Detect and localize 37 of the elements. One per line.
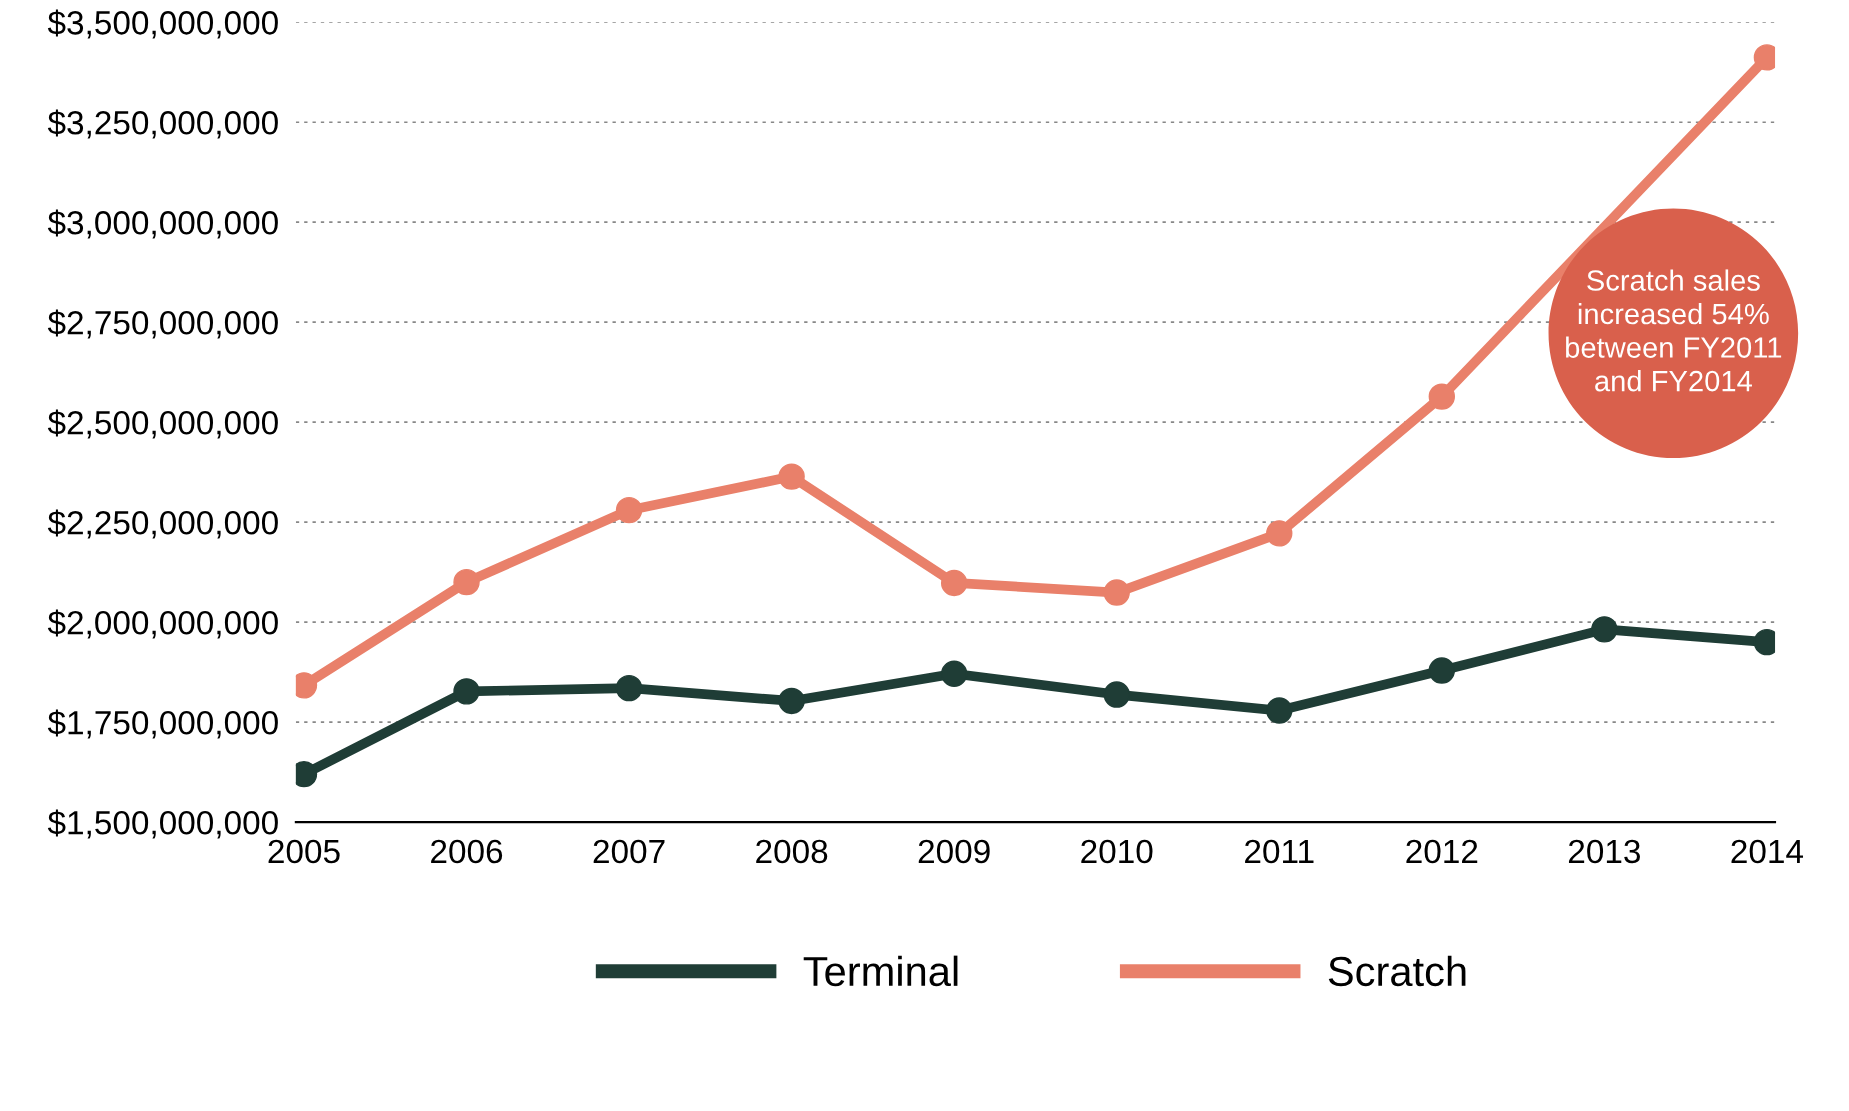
point bbox=[1428, 383, 1456, 410]
point bbox=[778, 687, 805, 715]
point bbox=[1266, 697, 1293, 724]
y-tick-label: $3,000,000,000 bbox=[47, 209, 278, 239]
point bbox=[615, 496, 643, 524]
x-tick-label: 2009 bbox=[918, 839, 990, 864]
annotation: Scratch sales increased 54% between FY2011 and FY2014 bbox=[1566, 269, 1782, 392]
y-tick-label: $2,500,000,000 bbox=[47, 409, 278, 439]
x-tick-label: 2006 bbox=[431, 839, 503, 864]
point bbox=[778, 463, 805, 490]
point bbox=[1103, 681, 1130, 708]
y-tick-label: $3,500,000,000 bbox=[47, 9, 278, 39]
x-tick-label: 2012 bbox=[1406, 839, 1478, 864]
x-tick-label: 2013 bbox=[1568, 839, 1640, 864]
point bbox=[453, 678, 480, 705]
point bbox=[615, 674, 643, 702]
point bbox=[940, 569, 968, 597]
legend-label: Scratch bbox=[1328, 955, 1466, 987]
x-tick-label: 2014 bbox=[1731, 839, 1804, 864]
point bbox=[1266, 520, 1293, 547]
point bbox=[1428, 657, 1456, 684]
point bbox=[453, 568, 480, 596]
y-tick-label: $2,250,000,000 bbox=[47, 509, 278, 539]
x-tick-label: 2007 bbox=[593, 839, 665, 864]
y-tick-label: $2,000,000,000 bbox=[47, 609, 278, 639]
point bbox=[1103, 579, 1130, 606]
x-tick-label: 2011 bbox=[1245, 839, 1314, 864]
y-tick-label: $3,250,000,000 bbox=[47, 109, 278, 139]
legend-label: Terminal bbox=[803, 955, 958, 987]
x-tick-label: 2005 bbox=[268, 839, 340, 864]
x-tick-label: 2010 bbox=[1081, 839, 1153, 864]
point bbox=[1591, 616, 1618, 643]
x-tick-label: 2008 bbox=[756, 839, 828, 864]
point bbox=[940, 660, 968, 687]
y-tick-label: $2,750,000,000 bbox=[47, 309, 278, 339]
y-tick-label: $1,750,000,000 bbox=[47, 709, 278, 739]
y-tick-label: $1,500,000,000 bbox=[47, 809, 278, 839]
